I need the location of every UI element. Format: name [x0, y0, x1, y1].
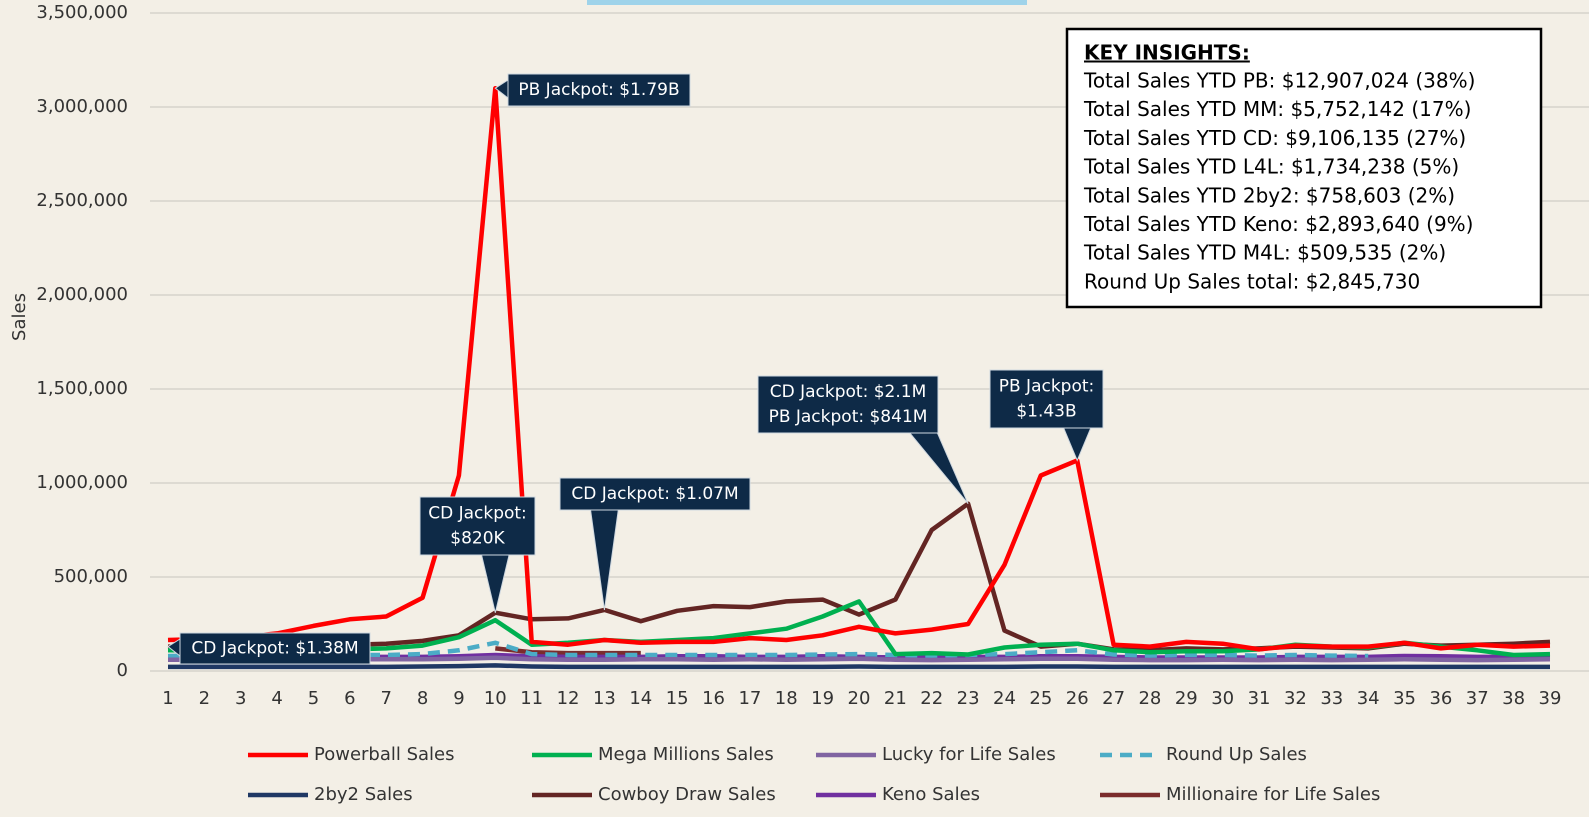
- series-line: [167, 85, 1551, 652]
- x-tick-label: 4: [271, 688, 282, 709]
- x-tick-label: 6: [344, 688, 355, 709]
- x-tick-label: 23: [957, 688, 980, 709]
- x-tick-label: 7: [380, 688, 391, 709]
- x-tick-label: 10: [484, 688, 507, 709]
- legend-label: Cowboy Draw Sales: [598, 784, 776, 805]
- title-box-edge: [587, 0, 1027, 5]
- x-tick-label: 21: [884, 688, 907, 709]
- callout-box: [989, 369, 1104, 429]
- x-tick-label: 28: [1138, 688, 1161, 709]
- y-tick-label: 1,500,000: [36, 378, 128, 399]
- legend-label: Mega Millions Sales: [598, 744, 774, 765]
- x-tick-label: 32: [1284, 688, 1307, 709]
- x-tick-label: 17: [738, 688, 761, 709]
- callout-text: PB Jackpot: $1.79B: [518, 80, 679, 100]
- callout-box: [559, 477, 751, 511]
- x-tick-label: 18: [775, 688, 798, 709]
- x-tick-label: 36: [1429, 688, 1452, 709]
- x-tick-label: 33: [1320, 688, 1343, 709]
- x-tick-label: 25: [1029, 688, 1052, 709]
- x-tick-label: 8: [417, 688, 428, 709]
- y-tick-label: 3,500,000: [36, 2, 128, 23]
- y-tick-label: 0: [117, 660, 128, 681]
- insights-line: Total Sales YTD CD: $9,106,135 (27%): [1083, 126, 1466, 150]
- x-tick-label: 37: [1466, 688, 1489, 709]
- x-tick-label: 31: [1248, 688, 1271, 709]
- x-tick-label: 9: [453, 688, 464, 709]
- series-line: [168, 655, 1551, 663]
- insights-line: Total Sales YTD L4L: $1,734,238 (5%): [1083, 155, 1459, 179]
- y-tick-label: 3,000,000: [36, 96, 128, 117]
- callout-box: [507, 73, 691, 107]
- x-tick-label: 11: [520, 688, 543, 709]
- callout-text: PB Jackpot: $841M: [769, 407, 928, 427]
- x-tick-label: 29: [1175, 688, 1198, 709]
- x-tick-label: 34: [1357, 688, 1380, 709]
- callout-box: [419, 496, 536, 556]
- callout-box: [179, 632, 371, 665]
- callout-text: CD Jackpot: $1.38M: [191, 639, 358, 659]
- legend-label: Millionaire for Life Sales: [1166, 784, 1380, 805]
- legend-label: Powerball Sales: [314, 744, 455, 765]
- x-tick-label: 24: [993, 688, 1016, 709]
- x-tick-label: 3: [235, 688, 246, 709]
- x-tick-label: 15: [666, 688, 689, 709]
- y-tick-label: 2,000,000: [36, 284, 128, 305]
- callout-text: $1.43B: [1016, 402, 1076, 422]
- x-tick-label: 20: [848, 688, 871, 709]
- legend-label: Round Up Sales: [1166, 744, 1307, 765]
- x-tick-label: 2: [199, 688, 210, 709]
- x-tick-label: 16: [702, 688, 725, 709]
- callout-text: CD Jackpot: $1.07M: [571, 484, 738, 504]
- insights-line: Total Sales YTD PB: $12,907,024 (38%): [1083, 69, 1475, 93]
- x-tick-label: 26: [1066, 688, 1089, 709]
- callout-box: [757, 375, 939, 434]
- y-tick-label: 500,000: [54, 566, 128, 587]
- callout-text: $820K: [450, 529, 505, 549]
- callout-text: CD Jackpot: $2.1M: [770, 382, 927, 402]
- insights-line: Total Sales YTD MM: $5,752,142 (17%): [1083, 97, 1471, 121]
- x-tick-label: 19: [811, 688, 834, 709]
- callout-text: CD Jackpot:: [428, 504, 527, 524]
- insights-box: [1065, 27, 1543, 309]
- x-tick-label: 12: [557, 688, 580, 709]
- legend-label: Lucky for Life Sales: [882, 744, 1056, 765]
- callout-text: PB Jackpot:: [999, 377, 1095, 397]
- x-tick-label: 35: [1393, 688, 1416, 709]
- y-axis-label: Sales: [9, 293, 30, 341]
- x-tick-label: 27: [1102, 688, 1125, 709]
- y-tick-label: 2,500,000: [36, 190, 128, 211]
- x-tick-label: 30: [1211, 688, 1234, 709]
- series-line: [168, 663, 1550, 670]
- insights-line: Total Sales YTD M4L: $509,535 (2%): [1083, 241, 1446, 265]
- legend-label: 2by2 Sales: [314, 784, 413, 805]
- y-tick-label: 1,000,000: [36, 472, 128, 493]
- x-tick-label: 14: [629, 688, 652, 709]
- x-tick-label: 22: [920, 688, 943, 709]
- insights-line: Round Up Sales total: $2,845,730: [1084, 269, 1420, 293]
- legend-label: Keno Sales: [882, 784, 980, 805]
- x-tick-label: 39: [1539, 688, 1562, 709]
- insights-line: Total Sales YTD 2by2: $758,603 (2%): [1083, 183, 1455, 207]
- insights-title: KEY INSIGHTS:: [1084, 41, 1250, 65]
- x-tick-label: 1: [162, 688, 173, 709]
- x-tick-label: 5: [308, 688, 319, 709]
- x-tick-label: 13: [593, 688, 616, 709]
- x-tick-label: 38: [1502, 688, 1525, 709]
- insights-line: Total Sales YTD Keno: $2,893,640 (9%): [1083, 212, 1473, 236]
